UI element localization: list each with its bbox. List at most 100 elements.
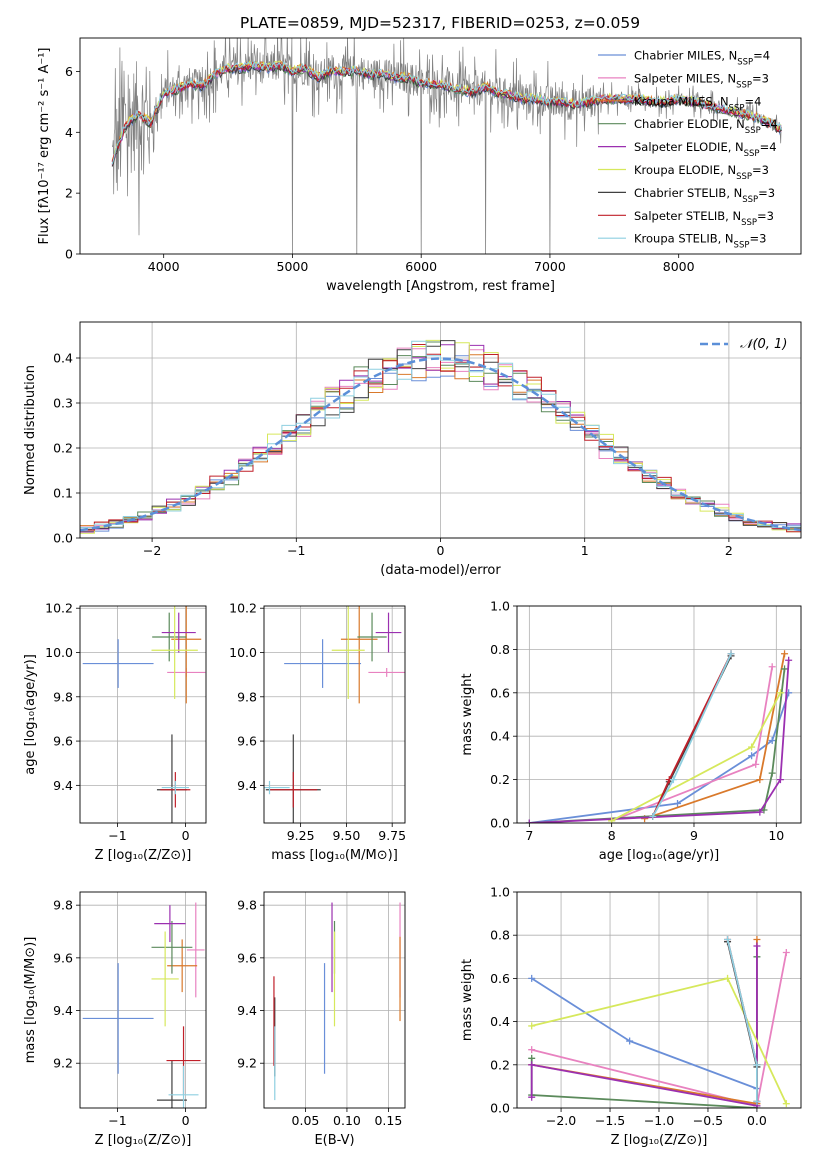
y-tick-label: 0.0 [490,816,510,831]
x-axis-label: wavelength [Angstrom, rest frame] [326,279,555,294]
legend-entry: Kroupa STELIB, NSSP=3 [634,232,766,251]
error-bar-point [161,612,196,653]
marks [264,606,405,823]
y-axis-label: Normed distribution [23,365,38,495]
error-bar-point [171,606,202,704]
marks [528,936,790,1108]
error-bar-point [331,606,365,699]
x-tick-label: 0.10 [333,1113,361,1128]
x-tick-label: 7000 [534,259,566,274]
weight-marker [782,1100,790,1108]
y-tick-label: 0.0 [490,1101,510,1116]
error-bar-point [82,639,154,688]
plot-area [517,891,801,1109]
y-tick-label: 9.4 [237,1003,257,1018]
x-tick-label: 6000 [405,259,437,274]
weight-marker [753,936,761,944]
x-tick-label: −2 [143,543,161,558]
y-tick-label: 10.2 [229,601,257,616]
plot-area [80,606,206,823]
plot-area [264,892,405,1108]
y-tick-label: 9.4 [237,778,257,793]
x-tick-label: 0 [182,828,190,843]
weight-marker [724,974,732,982]
x-tick-label: −1 [108,1113,126,1128]
x-tick-label: 0 [437,543,445,558]
weight-marker [528,1061,536,1069]
y-tick-label: 9.4 [53,1003,73,1018]
y-tick-label: 0.8 [490,928,510,943]
error-bar-point [152,612,187,662]
legend-entry: Salpeter ELODIE, NSSP=4 [634,140,777,159]
x-axis-label: Z [log₁₀(Z/Z⊙)] [95,1133,192,1148]
weight-marker [528,1046,536,1054]
marks [525,650,793,823]
weight-marker [781,665,789,673]
legend-entry: 𝒩(0, 1) [740,337,787,352]
y-tick-label: 9.2 [237,1056,257,1071]
axes-frame [516,891,802,1109]
error-bar-point [161,780,189,795]
y-tick-label: 1.0 [490,599,510,614]
weight-line [531,977,758,1090]
marks [273,902,401,1101]
residual-histogram-panel: −2 −1 0 1 2 0.0 0.1 0.2 0.3 0.4 (data-model)/error… [23,321,802,578]
axes-frame [79,37,802,255]
legend-entry: Kroupa ELODIE, NSSP=3 [634,163,769,182]
y-tick-label: 9.8 [237,689,257,704]
y-tick-label: 0 [65,247,73,262]
x-tick-label: 8000 [663,259,695,274]
weight-marker [626,1037,634,1045]
legend-entry: Kroupa MILES, NSSP=4 [634,94,761,113]
weight-marker [528,1054,536,1062]
y-tick-label: 2 [65,186,73,201]
y-tick-label: 9.6 [237,734,257,749]
x-tick-label: 10 [768,828,784,843]
y-tick-label: 0.2 [490,772,510,787]
x-axis-label: age [log₁₀(age/yr)] [599,848,720,863]
normal-curve [80,357,801,532]
error-bar-point [269,772,318,808]
y-axis-label: mass weight [460,673,475,755]
y-tick-label: 9.8 [237,898,257,913]
x-axis-label: Z [log₁₀(Z/Z⊙)] [95,848,192,863]
weight-marker [752,760,760,768]
x-tick-label: 4000 [148,259,180,274]
x-tick-label: 0 [182,1113,190,1128]
error-bar-point [154,905,186,943]
error-bar-point [368,668,405,677]
weight-line [611,666,774,822]
weight-marker [748,743,756,751]
x-tick-label: −1.0 [644,1113,674,1128]
y-axis-label: mass weight [460,959,475,1041]
weight-marker [724,936,732,944]
y-tick-label: 0.6 [490,685,510,700]
y-tick-label: 0.4 [490,1014,510,1029]
x-tick-label: 8 [608,828,616,843]
y-tick-label: 9.2 [53,1056,73,1071]
marks [111,38,783,254]
axes-frame [263,605,406,824]
y-tick-label: 0.6 [490,971,510,986]
weight-marker [528,1022,536,1030]
y-axis-label: mass [log₁₀(M/M⊙)] [23,937,38,1064]
y-tick-label: 10.2 [45,601,73,616]
y-tick-label: 9.4 [53,778,73,793]
weight-marker [756,776,764,784]
x-tick-label: 9.50 [332,828,360,843]
y-tick-label: 0.2 [53,441,73,456]
y-tick-label: 9.6 [53,950,73,965]
age-vs-metallicity-panel: −1 0 9.4 9.6 9.8 10.0 10.2 Z [log₁₀(Z/Z⊙)] age [… [23,601,207,863]
y-tick-label: 0.0 [53,531,73,546]
weight-marker [525,819,533,823]
weight-marker [674,799,682,807]
axes-frame [263,891,406,1109]
legend-entry: Chabrier STELIB, NSSP=3 [634,186,775,205]
x-tick-label: −2.0 [546,1113,576,1128]
weight-marker [776,689,784,697]
axes-frame [516,605,802,824]
weight-marker [753,942,761,950]
histogram-series [80,340,801,529]
weight-marker [781,650,789,658]
